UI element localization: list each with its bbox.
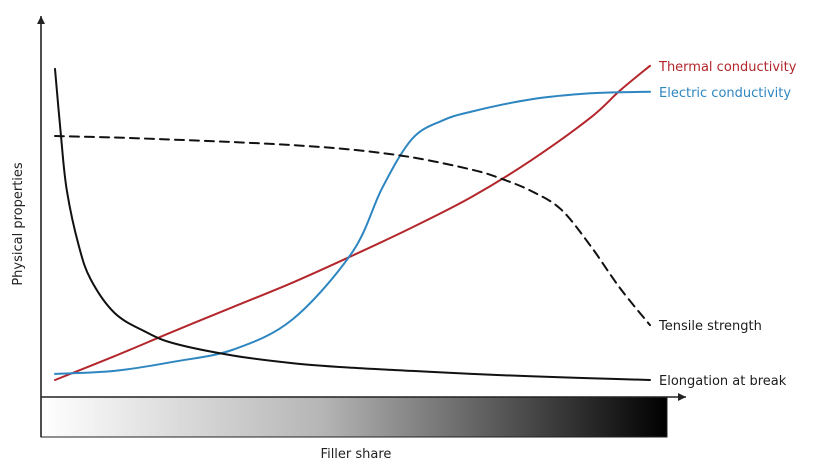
series-line-elongation-at-break — [54, 67, 651, 381]
y-axis-label: Physical properties — [11, 162, 26, 286]
x-axis-label: Filler share — [321, 447, 392, 462]
series-layer — [54, 64, 651, 381]
series-label-elongation-at-break: Elongation at break — [659, 374, 787, 389]
series-line-electric-conductivity — [54, 90, 651, 375]
filler-share-gradient-bar — [40, 396, 668, 438]
series-label-electric-conductivity: Electric conductivity — [659, 86, 791, 101]
series-line-tensile-strength — [54, 135, 651, 327]
series-line-thermal-conductivity — [54, 64, 651, 381]
series-label-tensile-strength: Tensile strength — [658, 319, 762, 334]
series-label-layer: Thermal conductivity Electric conductivit… — [658, 60, 797, 389]
series-label-thermal-conductivity: Thermal conductivity — [658, 60, 797, 75]
